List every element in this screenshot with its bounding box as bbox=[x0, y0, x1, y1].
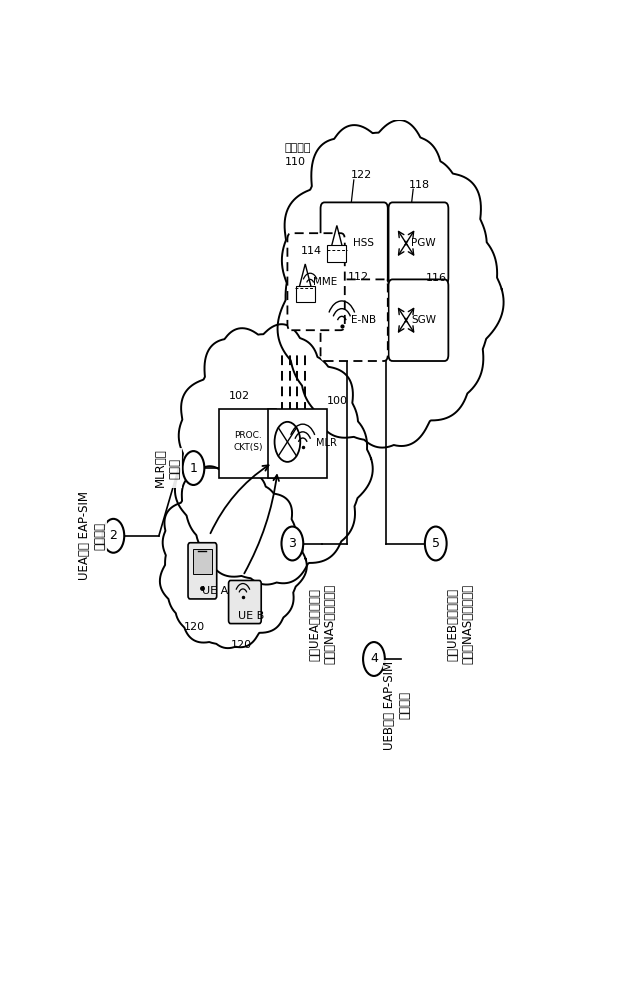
FancyBboxPatch shape bbox=[287, 233, 345, 330]
Polygon shape bbox=[175, 324, 373, 585]
Text: 120: 120 bbox=[184, 622, 205, 632]
Ellipse shape bbox=[179, 357, 361, 560]
Polygon shape bbox=[278, 120, 503, 448]
FancyBboxPatch shape bbox=[389, 279, 449, 361]
Text: MLR附连
和鉴定: MLR附连 和鉴定 bbox=[154, 449, 182, 487]
FancyBboxPatch shape bbox=[389, 202, 449, 284]
Text: SGW: SGW bbox=[411, 315, 436, 325]
FancyBboxPatch shape bbox=[296, 286, 315, 302]
Text: HSS: HSS bbox=[353, 238, 374, 248]
Polygon shape bbox=[160, 463, 307, 648]
Text: 114: 114 bbox=[301, 246, 322, 256]
FancyBboxPatch shape bbox=[268, 409, 327, 478]
FancyBboxPatch shape bbox=[228, 580, 261, 624]
Text: 120: 120 bbox=[230, 640, 251, 650]
Text: E-NB: E-NB bbox=[350, 315, 376, 325]
Text: CKT(S): CKT(S) bbox=[233, 443, 263, 452]
Text: 用于UEB的鉴定请求
在容器NAS消息中携带: 用于UEB的鉴定请求 在容器NAS消息中携带 bbox=[447, 584, 475, 664]
Text: 100: 100 bbox=[327, 396, 348, 406]
Text: 3: 3 bbox=[288, 537, 296, 550]
Text: PGW: PGW bbox=[411, 238, 436, 248]
Text: 118: 118 bbox=[408, 180, 429, 190]
Text: 用于UEA的鉴定请求
在容器NAS消息中携带: 用于UEA的鉴定请求 在容器NAS消息中携带 bbox=[308, 584, 336, 664]
Text: UEB使用 EAP-SIM
进行鉴定: UEB使用 EAP-SIM 进行鉴定 bbox=[383, 661, 411, 750]
FancyBboxPatch shape bbox=[327, 245, 346, 262]
Text: 102: 102 bbox=[229, 391, 250, 401]
Text: 112: 112 bbox=[348, 272, 369, 282]
FancyBboxPatch shape bbox=[188, 543, 217, 599]
Text: UE A: UE A bbox=[202, 586, 228, 596]
Circle shape bbox=[281, 527, 303, 560]
Text: 5: 5 bbox=[432, 537, 440, 550]
Text: UEA使用 EAP-SIM
进行鉴定: UEA使用 EAP-SIM 进行鉴定 bbox=[78, 491, 106, 580]
FancyBboxPatch shape bbox=[320, 202, 388, 284]
Text: 122: 122 bbox=[351, 170, 372, 180]
Text: 4: 4 bbox=[370, 652, 378, 666]
Circle shape bbox=[182, 451, 204, 485]
FancyBboxPatch shape bbox=[320, 279, 388, 361]
Text: 2: 2 bbox=[110, 529, 117, 542]
Circle shape bbox=[363, 642, 385, 676]
Ellipse shape bbox=[283, 162, 490, 417]
Circle shape bbox=[425, 527, 447, 560]
Text: UE B: UE B bbox=[238, 611, 264, 621]
Text: 移动网络: 移动网络 bbox=[285, 143, 311, 153]
FancyBboxPatch shape bbox=[219, 409, 276, 478]
Text: 110: 110 bbox=[285, 157, 306, 167]
Text: MME: MME bbox=[313, 277, 337, 287]
Text: MLR: MLR bbox=[316, 438, 337, 448]
FancyBboxPatch shape bbox=[193, 549, 212, 574]
Text: PROC.: PROC. bbox=[234, 431, 262, 440]
Text: 1: 1 bbox=[189, 462, 197, 475]
Circle shape bbox=[103, 519, 124, 553]
Ellipse shape bbox=[163, 487, 298, 631]
Text: 116: 116 bbox=[426, 273, 447, 283]
